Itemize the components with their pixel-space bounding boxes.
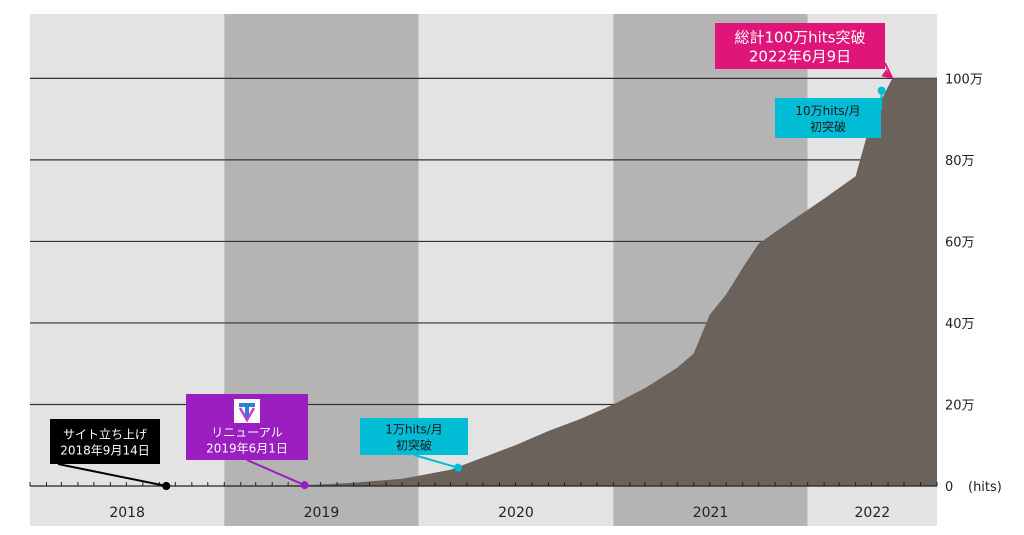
year-label-2022: 2022 — [855, 505, 891, 521]
annotation-box — [360, 418, 468, 455]
year-label-2018: 2018 — [109, 505, 145, 521]
annotation-box — [50, 419, 160, 464]
annotation-text: 10万hits/月 — [795, 104, 860, 118]
annotation-text: リニューアル — [211, 426, 282, 440]
annotation-text: 初突破 — [810, 119, 846, 134]
annotation-text: 1万hits/月 — [385, 423, 443, 437]
annotation-text: 2022年6月9日 — [749, 48, 851, 66]
annotation-marker — [877, 86, 886, 95]
annotation-launch: サイト立ち上げ 2018年9月14日 — [50, 419, 171, 490]
hits-area — [166, 78, 937, 487]
annotation-renewal: リニューアル 2019年6月1日 — [186, 394, 309, 490]
launch-marker — [162, 482, 171, 490]
year-label-2019: 2019 — [304, 505, 340, 521]
annotation-connector — [413, 454, 459, 469]
annotation-connector — [884, 62, 894, 79]
year-label-2020: 2020 — [498, 505, 534, 521]
annotation-text: 2018年9月14日 — [60, 444, 149, 458]
annotations: サイト立ち上げ 2018年9月14日 リニューアル 2019年6月1日 1万hits/月… — [50, 23, 894, 490]
annotation-text: サイト立ち上げ — [63, 427, 147, 442]
y-tick-label: 80万 — [945, 154, 975, 169]
annotation-box — [715, 23, 885, 69]
year-label-2021: 2021 — [693, 505, 729, 521]
annotation-box — [775, 98, 881, 138]
y-tick-label: 100万 — [945, 72, 983, 87]
annotation-connector — [57, 463, 167, 487]
unit-label: (hits) — [968, 480, 1002, 495]
annotation-connector — [246, 459, 306, 487]
annotation-marker — [453, 463, 462, 472]
annotation-text: 総計100万hits突破 — [734, 29, 865, 47]
year-labels: 2018 2019 2020 2021 2022 — [109, 505, 890, 521]
site-logo-icon — [234, 399, 260, 423]
y-tick-label: 20万 — [945, 398, 975, 413]
y-tick-label: 0 — [945, 480, 953, 495]
annotation-marker — [300, 481, 309, 490]
annotation-text: 2019年6月1日 — [206, 442, 288, 456]
y-tick-label: 40万 — [945, 317, 975, 332]
annotation-text: 初突破 — [396, 438, 432, 453]
annotation-arrowhead — [881, 69, 893, 79]
axis-labels: 0 20万 40万 60万 80万 100万 (hits) — [945, 72, 1002, 495]
y-tick-label: 60万 — [945, 235, 975, 250]
area-series — [166, 78, 937, 487]
